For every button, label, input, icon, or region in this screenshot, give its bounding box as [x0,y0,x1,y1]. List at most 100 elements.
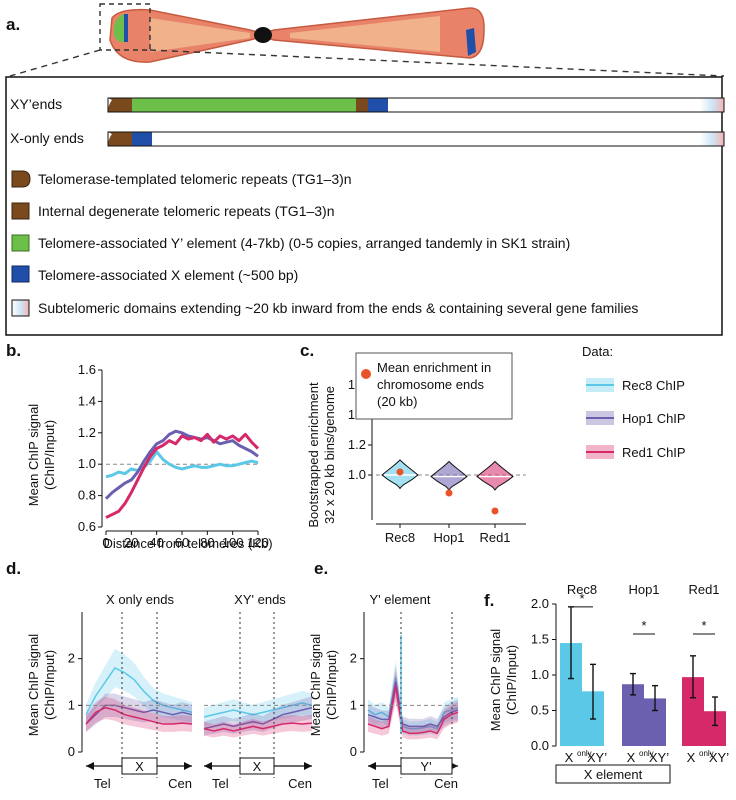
chromosome-right-xelem [466,28,476,56]
group-title-hop1: Hop1 [628,582,659,597]
mean-enrichment-dot-icon [361,369,371,379]
ci-band-2 [204,714,312,738]
profile-line-2 [85,706,193,725]
yprime-segment [132,98,356,112]
panel-c-legend-line-1: Mean enrichment in [377,360,491,375]
panel-a-legend: Telomerase-templated telomeric repeats (… [11,170,638,317]
y-tick-label: 0 [350,744,357,759]
panel-f-ylabel-2: (ChIP/Input) [504,645,519,715]
ci-band-0 [204,690,312,727]
element-box-label: X [135,759,144,774]
series-line-red1-chip [105,432,260,519]
y-tick-label: 0 [68,744,75,759]
profile-line-0 [85,667,193,716]
tel-arrow-icon [368,762,376,770]
panel-c-legend-box: Mean enrichment in chromosome ends (20 k… [355,352,513,420]
profile-line-1 [367,681,459,728]
y-tick-label: 0.0 [531,738,549,753]
mean-enrichment-point-rec8 [396,468,404,476]
bar-red1-xy [704,711,726,746]
legend-xelem: Telomere-associated X element (~500 bp) [38,267,298,283]
bar-rec8-xonly [560,643,582,746]
cen-label: Cen [288,776,312,791]
y-tick-label: 1.0 [348,467,366,482]
bar-hop1-xonly [622,684,644,746]
x-tick-label: 100 [222,535,244,550]
panel-e-title: Y' element [369,592,430,607]
xy-tick-label: XY’ [649,750,669,765]
y-tick-label: 1.0 [78,456,96,471]
zoom-box [99,3,151,51]
xelem-segment [368,98,388,112]
tel-label: Tel [94,776,111,791]
element-box-label: Y' [420,759,431,774]
row-x-only-bar [107,131,725,147]
xonly-tick-label: X [627,750,636,765]
x-tick-label: 60 [175,535,189,550]
profile-line-0 [203,702,313,718]
y-tick-label: 1.4 [78,393,96,408]
xonly-sup-label: only [577,749,592,758]
xonly-tick-label: X [565,750,574,765]
row-x-only-label: X-only ends [10,130,84,146]
legend-telomerase: Telomerase-templated telomeric repeats (… [38,171,352,187]
centromere [254,27,272,43]
element-box [121,757,158,775]
tel-label: Tel [212,776,229,791]
data-legend: Data: Rec8 ChIP Hop1 ChIP Red1 ChIP [582,344,686,460]
panel-b-ylabel-2: (ChIP/Input) [42,420,57,490]
cen-label: Cen [168,776,192,791]
panel-b-ylabel-1: Mean ChIP signal [26,404,41,506]
ci-band-1 [86,693,192,732]
significance-star: * [701,618,706,633]
tel-label: Tel [372,776,389,791]
tel-arrow-icon [204,762,212,770]
xelem-segment [132,132,152,146]
panel-c-legend-line-3: (20 kb) [377,394,417,409]
panel-e-ylabel-1: Mean ChIP signal [308,634,323,736]
mean-enrichment-point-hop1 [445,489,453,497]
panel-c-ylabel-2: 32 x 20 kb bins/genome [322,386,337,524]
xy-tick-label: XY’ [709,750,729,765]
panel-b-chart: 0.6 0.8 1.0 1.2 1.4 1.6 0 20 40 60 80 100 120 [78,362,269,550]
y-tick-label: 2 [68,651,75,666]
row-xy-ends-label: XY’ends [10,96,62,112]
subtelomeric-gradient [700,98,724,112]
y-tick-label: 1.6 [78,362,96,377]
x-tick-label: 120 [247,535,269,550]
cen-arrow-icon [184,762,192,770]
row-xy-ends-bar [107,97,725,113]
y-tick-label: 0.6 [78,519,96,534]
profile-line-2 [203,722,313,732]
panel-d-ylabel-1: Mean ChIP signal [26,634,41,736]
chromosome-diagram [9,3,725,77]
subtelomeric-swatch-icon [11,299,30,317]
telomerase-repeat-segment [108,98,132,112]
panel-c-legend-line-2: chromosome ends [377,377,484,392]
telomerase-repeat-segment [108,132,132,146]
profile-line-1 [203,706,313,730]
tel-arrow-icon [86,762,94,770]
group-title-red1: Red1 [688,582,719,597]
cen-label: Cen [434,776,458,791]
chromosome-left-xelem [124,14,128,42]
significance-star: * [579,591,584,606]
element-box-label: X [253,759,262,774]
y-tick-label: 1.5 [531,632,549,647]
x-element-label: X element [584,767,643,782]
cen-arrow-icon [304,762,312,770]
y-tick-label: 0.8 [78,488,96,503]
y-tick-label: 1.2 [78,425,96,440]
x-tick-label: 0 [102,535,109,550]
panel-a-box [5,76,723,336]
legend-internal-repeat: Internal degenerate telomeric repeats (T… [38,203,335,219]
legend-yprime: Telomere-associated Y’ element (4-7kb) (… [38,235,570,251]
x-tick-label: 20 [124,535,138,550]
panel-d-ylabel-2: (ChIP/Input) [42,650,57,720]
legend-subtelomeric: Subtelomeric domains extending ~20 kb in… [38,300,638,316]
x-tick-label: Hop1 [433,530,464,545]
yprime-swatch-icon [11,234,30,252]
panel-d-label: d. [6,559,21,578]
profile-line-2 [367,686,459,735]
